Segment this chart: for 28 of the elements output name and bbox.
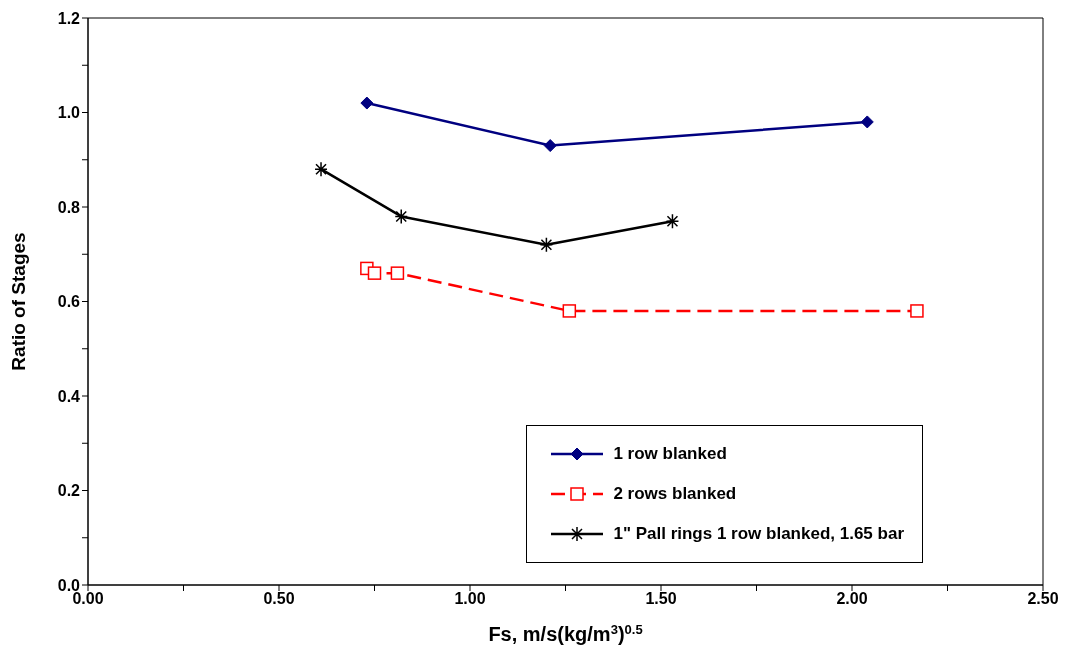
point [665,213,680,229]
x-tick-label: 1.50 [645,590,677,608]
x-axis-title: Fs, m/s(kg/m$^{3}$)$^{0.5}$ [488,621,643,645]
point [390,266,405,280]
y-tick-label: 0.2 [57,482,81,500]
y-tick-label: 0.4 [57,387,81,405]
x-tick-label: 0.50 [263,590,295,608]
point [539,237,554,253]
point [314,161,328,177]
legend-label: 1 row blanked [613,444,727,464]
y-tick-label: 0.6 [57,293,81,311]
point [394,208,408,225]
x-tick-label: 0.00 [72,590,104,608]
point [543,139,557,153]
y-tick-label: 1.0 [57,104,81,122]
y-tick-label: 1.2 [57,9,81,27]
legend-label: 1" Pall rings 1 row blanked, 1.65 bar [613,524,904,544]
point [360,96,374,110]
x-tick-label: 1.00 [454,590,486,608]
y-axis-title: Ratio of Stages [7,232,29,371]
x-tick-label: 2.50 [1027,590,1059,608]
y-tick-label: 0.8 [57,198,81,216]
x-tick-label: 2.00 [836,590,868,608]
point [562,304,577,318]
point [910,304,924,318]
point [860,115,874,129]
legend-label: 2 rows blanked [613,484,737,504]
point [367,266,382,280]
